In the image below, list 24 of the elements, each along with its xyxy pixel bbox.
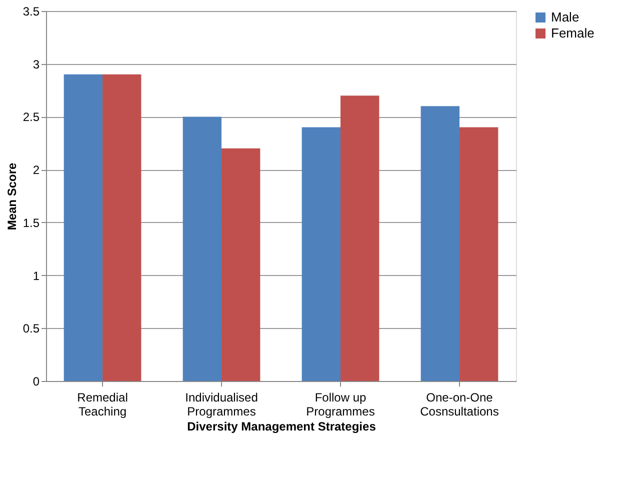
x-tick-label: One-on-One Cosnsultations bbox=[420, 390, 499, 418]
y-tick-label: 0 bbox=[32, 374, 40, 388]
x-tick-label: Remedial Teaching bbox=[77, 390, 128, 418]
y-tick-label: 0.5 bbox=[22, 322, 40, 336]
y-tick-label: 1.5 bbox=[22, 216, 40, 230]
bar bbox=[182, 116, 222, 381]
bar bbox=[64, 74, 103, 381]
bar bbox=[102, 74, 142, 381]
bar bbox=[459, 127, 498, 381]
y-tick-label: 3 bbox=[32, 57, 40, 72]
x-tick-label: Individualised Programmes bbox=[185, 390, 258, 418]
y-tick-label: 2 bbox=[32, 163, 40, 178]
y-tick-label: 1 bbox=[32, 268, 40, 283]
x-axis-title: Diversity Management Strategies bbox=[187, 420, 376, 434]
bar bbox=[420, 106, 460, 381]
bar bbox=[302, 127, 340, 381]
y-axis-title: Mean Score bbox=[4, 162, 19, 230]
x-tick-label: Follow up Programmes bbox=[306, 390, 375, 418]
legend-label: Male bbox=[551, 10, 580, 24]
legend-label: Female bbox=[551, 26, 594, 40]
y-tick-label: 2.5 bbox=[22, 110, 40, 124]
y-tick-label: 3.5 bbox=[22, 4, 40, 18]
bar bbox=[340, 96, 380, 381]
bar bbox=[222, 148, 260, 381]
